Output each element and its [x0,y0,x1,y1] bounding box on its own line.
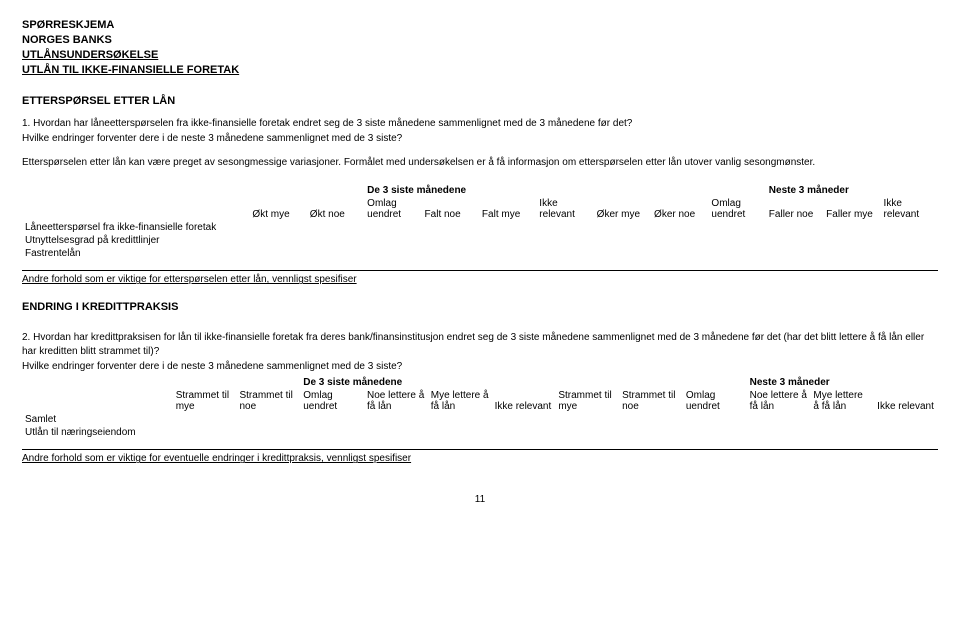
t1-row-1: Låneetterspørsel fra ikke-finansielle fo… [22,221,249,234]
t2-col-strammet-mye: Strammet til mye [173,389,237,413]
section1-title: ETTERSPØRSEL ETTER LÅN [22,95,938,107]
t1-col-ikke-relevant: Ikke relevant [536,197,593,221]
t1-row-3: Fastrentelån [22,247,249,260]
question-1-line-b: Hvilke endringer forventer dere i de nes… [22,132,938,146]
t1-row-2: Utnyttelsesgrad på kredittlinjer [22,234,249,247]
t2-col-mye-lettere-n: Mye lettere å få lån [810,389,874,413]
doc-header-line-2: NORGES BANKS [22,33,938,48]
table1-group-next: Neste 3 måneder [766,184,938,197]
question-2-line-a: 2. Hvordan har kredittpraksisen for lån … [22,331,938,359]
note-2: Andre forhold som er viktige for eventue… [22,449,938,464]
t1-col-oker-noe: Øker noe [651,197,708,221]
question-1-line-a: 1. Hvordan har låneetterspørselen fra ik… [22,117,938,131]
section2-title: ENDRING I KREDITTPRAKSIS [22,301,938,313]
t1-col-faller-mye: Faller mye [823,197,880,221]
t1-col-ikke-relevant-n: Ikke relevant [881,197,938,221]
table2-group-next: Neste 3 måneder [747,376,938,389]
t1-col-oker-mye: Øker mye [594,197,651,221]
doc-header-line-3: UTLÅNSUNDERSØKELSE [22,48,938,63]
t2-col-strammet-noe: Strammet til noe [236,389,300,413]
t1-col-falt-mye: Falt mye [479,197,536,221]
t2-row-1: Samlet [22,413,173,426]
table1-group-past: De 3 siste månedene [364,184,479,197]
t2-col-mye-lettere: Mye lettere å få lån [428,389,492,413]
t2-col-noe-lettere: Noe lettere å få lån [364,389,428,413]
question-2-line-b: Hvilke endringer forventer dere i de nes… [22,360,938,374]
t2-col-noe-lettere-n: Noe lettere å få lån [747,389,811,413]
doc-header-line-1: SPØRRESKJEMA [22,18,938,33]
table-2: De 3 siste månedene Neste 3 måneder Stra… [22,376,938,439]
t1-col-okt-noe: Økt noe [307,197,364,221]
t1-col-okt-mye: Økt mye [249,197,306,221]
t1-col-omlag-uendret-n: Omlag uendret [708,197,765,221]
table2-group-past: De 3 siste månedene [300,376,491,389]
page-number: 11 [22,494,938,505]
t1-col-omlag-uendret: Omlag uendret [364,197,421,221]
t2-col-ikke-relevant-n: Ikke relevant [874,389,938,413]
doc-header-line-4: UTLÅN TIL IKKE-FINANSIELLE FORETAK [22,63,938,78]
question-1-line-c: Etterspørselen etter lån kan være preget… [22,156,938,170]
table-1: De 3 siste månedene Neste 3 måneder Økt … [22,184,938,260]
t2-col-strammet-noe-n: Strammet til noe [619,389,683,413]
t2-col-omlag-uendret-n: Omlag uendret [683,389,747,413]
t2-col-ikke-relevant: Ikke relevant [492,389,556,413]
note-1: Andre forhold som er viktige for ettersp… [22,270,938,285]
t2-row-2: Utlån til næringseiendom [22,426,173,439]
t2-col-strammet-mye-n: Strammet til mye [555,389,619,413]
t1-col-faller-noe: Faller noe [766,197,823,221]
t2-col-omlag-uendret: Omlag uendret [300,389,364,413]
t1-col-falt-noe: Falt noe [422,197,479,221]
